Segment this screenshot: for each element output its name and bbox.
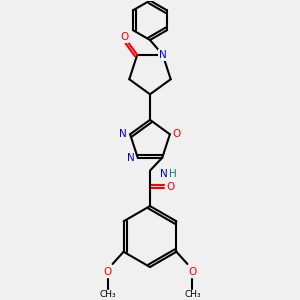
Text: H: H [169, 169, 176, 178]
Text: O: O [120, 32, 129, 43]
Text: CH₃: CH₃ [99, 290, 116, 299]
Text: N: N [159, 50, 167, 60]
Text: CH₃: CH₃ [184, 290, 201, 299]
Text: O: O [188, 267, 196, 277]
Text: O: O [103, 267, 112, 277]
Text: N: N [127, 153, 135, 163]
Text: O: O [166, 182, 174, 192]
Text: N: N [119, 129, 127, 139]
Text: N: N [160, 169, 168, 178]
Text: O: O [173, 129, 181, 139]
